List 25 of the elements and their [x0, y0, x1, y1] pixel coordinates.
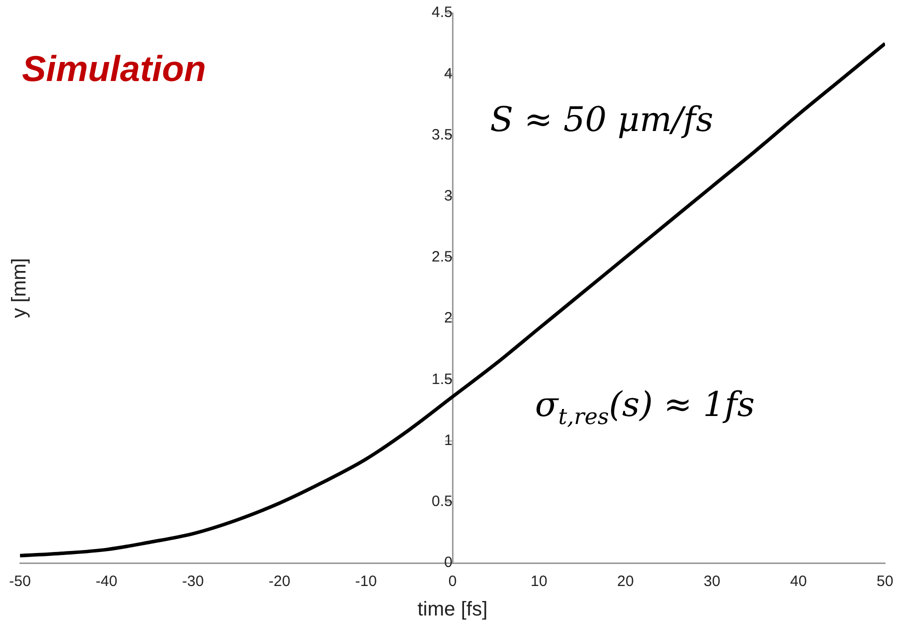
x-tick-label: -30: [182, 573, 204, 590]
y-tick-label: 2.5: [432, 248, 452, 266]
y-tick-label: 0: [444, 554, 452, 572]
y-tick-label: 1.5: [432, 370, 452, 388]
y-tick-label: 1: [444, 432, 452, 449]
x-tick-label: 20: [617, 573, 634, 590]
y-tick-label: 3.5: [432, 126, 452, 144]
y-tick-label: 4.5: [432, 4, 452, 22]
x-tick-label: 40: [790, 573, 807, 590]
text: Simulation: [22, 48, 206, 90]
x-tick-label: -20: [268, 573, 290, 590]
x-tick-label: 10: [530, 573, 548, 590]
x-tick-label: -50: [9, 573, 31, 590]
x-tick-label: 50: [876, 573, 894, 590]
y-tick-label: 0.5: [432, 493, 452, 510]
annotation: σ$_{t,res}$(s) ≈ 1fs: [535, 385, 755, 430]
x-axis-title: time [fs]: [417, 598, 488, 621]
x-tick-label: -10: [355, 573, 377, 590]
y-tick-label: 4: [444, 65, 452, 82]
y-tick-label: 3: [444, 187, 452, 204]
y-axis-title: y [mm]: [8, 258, 31, 318]
y-tick-label: 2: [444, 310, 452, 327]
annotation: S ≈ 50 μm/fs: [490, 100, 714, 140]
x-tick-label: -40: [96, 573, 118, 590]
x-tick-label: 30: [704, 573, 720, 590]
